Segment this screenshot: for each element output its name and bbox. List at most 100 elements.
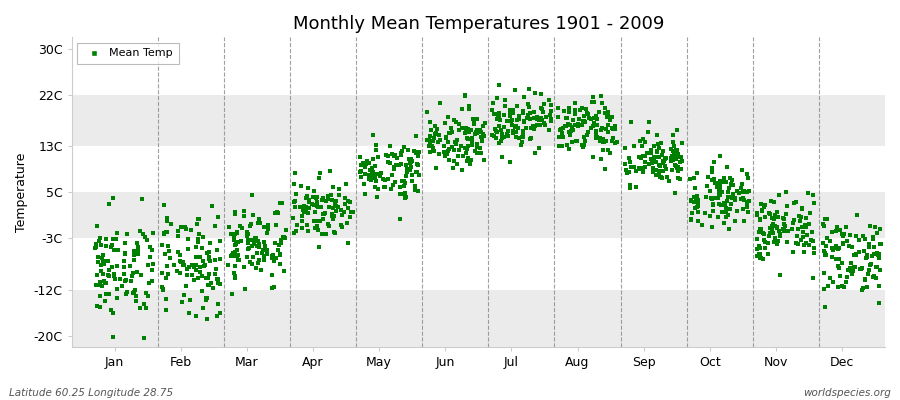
Point xyxy=(667,143,681,149)
Point xyxy=(739,171,753,177)
Point xyxy=(132,305,147,311)
Point xyxy=(565,124,580,130)
Point xyxy=(441,157,455,163)
Point xyxy=(212,281,227,287)
Point xyxy=(332,186,347,193)
Point xyxy=(595,100,609,106)
Point xyxy=(689,204,704,210)
Point xyxy=(324,211,338,218)
Point xyxy=(624,164,638,170)
Point xyxy=(464,138,479,144)
Point xyxy=(110,230,124,236)
Point xyxy=(852,266,867,272)
Point xyxy=(750,252,764,259)
Point xyxy=(98,280,112,286)
Point xyxy=(182,310,196,316)
Point xyxy=(208,223,222,229)
Point xyxy=(753,245,768,252)
Point xyxy=(713,183,727,190)
Point xyxy=(473,129,488,135)
Point xyxy=(368,147,382,154)
Point xyxy=(872,255,886,262)
Point xyxy=(653,139,668,146)
Point xyxy=(507,110,521,116)
Point xyxy=(93,292,107,299)
Point xyxy=(335,224,349,230)
Point xyxy=(104,307,118,314)
Point xyxy=(725,191,740,197)
Point xyxy=(191,254,205,260)
Point xyxy=(437,120,452,126)
Point xyxy=(408,187,422,193)
Point xyxy=(724,176,739,183)
Text: worldspecies.org: worldspecies.org xyxy=(803,388,891,398)
Point xyxy=(409,169,423,176)
Point xyxy=(806,228,820,235)
Point xyxy=(573,107,588,114)
Point xyxy=(195,288,210,295)
Point xyxy=(795,205,809,211)
Point xyxy=(92,238,106,244)
Point xyxy=(266,255,280,262)
Point xyxy=(400,168,414,175)
Point xyxy=(202,254,217,260)
Point xyxy=(726,181,741,188)
Point xyxy=(658,163,672,170)
Point xyxy=(464,135,479,141)
Point xyxy=(683,216,698,222)
Point xyxy=(593,156,608,162)
Point xyxy=(636,165,651,171)
Point xyxy=(373,173,387,179)
Point xyxy=(251,220,266,226)
Point xyxy=(716,200,731,206)
Point xyxy=(674,154,688,160)
Point xyxy=(552,134,566,140)
Point xyxy=(534,105,548,111)
Point xyxy=(712,192,726,198)
Point xyxy=(683,217,698,223)
Point xyxy=(359,161,374,167)
Point xyxy=(120,289,134,296)
Point xyxy=(462,103,476,110)
Point xyxy=(286,214,301,221)
Point xyxy=(371,154,385,160)
Point xyxy=(691,209,706,216)
Point xyxy=(715,209,729,215)
Point xyxy=(628,168,643,174)
Point xyxy=(544,111,558,118)
Point xyxy=(222,224,237,230)
Point xyxy=(654,152,669,158)
Point xyxy=(536,100,551,107)
Point xyxy=(715,189,729,196)
Point xyxy=(354,168,368,174)
Point xyxy=(102,272,116,278)
Point xyxy=(139,290,153,297)
Point xyxy=(409,133,423,139)
Point xyxy=(831,284,845,290)
Point xyxy=(429,130,444,136)
Point xyxy=(104,244,118,250)
Point xyxy=(618,167,633,173)
Point xyxy=(592,135,607,142)
Point xyxy=(753,226,768,232)
Point xyxy=(514,142,528,148)
Point xyxy=(387,164,401,170)
Point xyxy=(821,283,835,289)
Point xyxy=(806,275,820,281)
Point xyxy=(558,123,572,129)
Point xyxy=(752,250,767,257)
Point xyxy=(617,161,632,168)
Point xyxy=(706,202,720,209)
Point xyxy=(181,236,195,242)
Point xyxy=(403,159,418,165)
Point xyxy=(690,197,705,204)
Point xyxy=(741,175,755,181)
Point xyxy=(587,120,601,127)
Point xyxy=(687,194,701,200)
Point xyxy=(664,153,679,159)
Point xyxy=(578,119,592,126)
Point xyxy=(228,242,242,248)
Point xyxy=(428,122,443,129)
Point xyxy=(136,231,150,238)
Point xyxy=(544,118,558,124)
